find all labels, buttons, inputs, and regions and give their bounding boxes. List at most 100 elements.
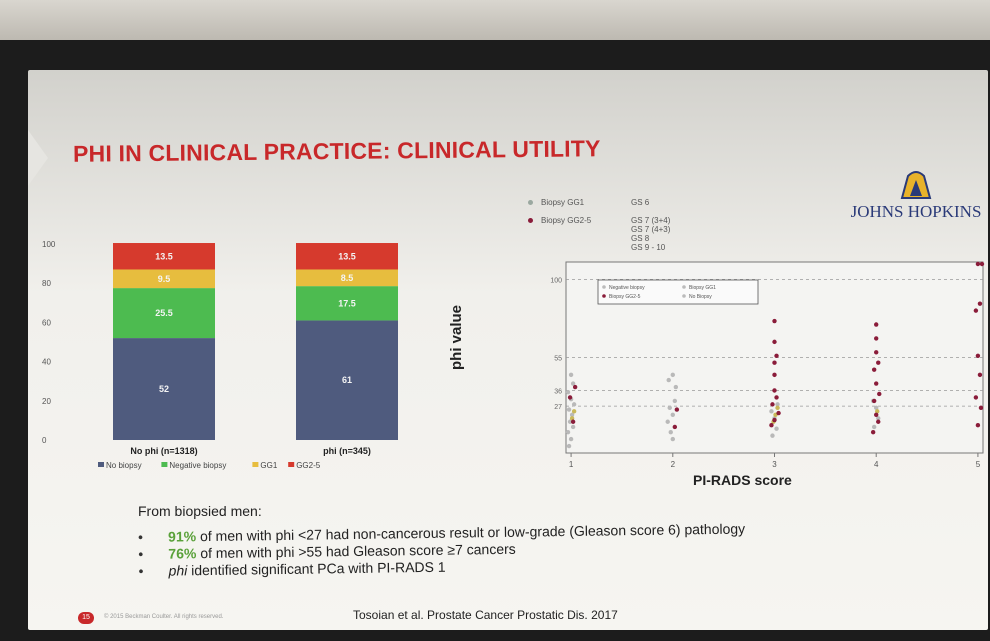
scatter-point: [874, 381, 879, 386]
data-label: 8.5: [341, 273, 354, 283]
scatter-point: [876, 360, 881, 365]
reference-line-label: 100: [550, 277, 562, 284]
gleason-score-label: GS 9 - 10: [631, 243, 666, 252]
bar-segment: [113, 269, 215, 289]
scatter-point: [570, 419, 576, 424]
scatter-point: [570, 424, 576, 430]
scatter-point: [975, 261, 981, 267]
bar-segment: [113, 288, 215, 339]
scatter-point: [975, 423, 981, 428]
legend-label: GG1: [260, 461, 277, 470]
y-tick-label: 60: [42, 318, 51, 327]
legend-swatch: [288, 462, 295, 467]
scatter-point: [568, 436, 574, 442]
gleason-legend-row: Biopsy GG2-5 GS 7 (3+4) GS 7 (4+3) GS 8 GS 9…: [528, 216, 670, 252]
data-label: 61: [342, 375, 352, 385]
legend-label: Negative biopsy: [169, 461, 226, 470]
scatter-point: [772, 318, 777, 324]
legend-swatch: [252, 462, 259, 467]
scatter-point: [571, 409, 577, 414]
reference-line-label: 27: [554, 404, 562, 411]
scatter-point: [770, 433, 775, 438]
scatter-point: [566, 407, 572, 412]
scatter-point: [775, 405, 780, 411]
scatter-point: [772, 372, 777, 378]
data-label: 13.5: [338, 251, 356, 261]
scatter-point: [874, 336, 879, 341]
scatter-legend-swatch: [682, 294, 686, 298]
scatter-point: [670, 436, 675, 442]
scatter-point: [874, 412, 879, 417]
x-category-label: No phi (n=1318): [130, 446, 197, 456]
scatter-legend-swatch: [682, 285, 686, 289]
scatter-point: [774, 426, 779, 431]
scatter-point: [772, 388, 777, 393]
legend-swatch: [98, 462, 104, 467]
legend-swatch: [528, 218, 533, 224]
slide: PHI IN CLINICAL PRACTICE: CLINICAL UTILI…: [28, 70, 988, 630]
slide-footer: 15 © 2015 Beckman Coulter. All rights re…: [78, 608, 978, 630]
finding-highlight: 91%: [167, 528, 197, 545]
legend-swatch: [161, 462, 168, 467]
scatter-legend-label: Biopsy GG2-5: [609, 294, 641, 300]
scatter-point: [672, 398, 678, 404]
bar-chart-svg: 0 20 40 60 80 100 52 25.5 9.5 13.5 No phi (n=1318)…: [42, 240, 398, 470]
scatter-legend-box: [597, 279, 759, 305]
legend-label: No biopsy: [106, 461, 142, 470]
scatter-point: [871, 398, 877, 404]
scatter-legend-label: Negative biopsy: [609, 285, 645, 291]
scatter-point: [770, 402, 775, 407]
data-label: 9.5: [158, 274, 171, 284]
scatter-point: [774, 353, 779, 358]
finding-text: identified significant PCa with PI-RADS …: [187, 558, 446, 579]
x-tick-label: 1: [569, 460, 574, 469]
findings-intro: From biopsied men:: [138, 503, 262, 519]
scatter-point: [667, 405, 672, 411]
citation-text: Tosoian et al. Prostate Cancer Prostatic…: [353, 608, 618, 622]
bar-segment: [296, 286, 398, 321]
scatter-point: [877, 391, 882, 397]
johns-hopkins-logo: JOHNS HOPKINS: [846, 166, 986, 226]
legend-swatch: [528, 200, 533, 206]
slide-decoration: [28, 130, 48, 186]
scatter-point: [567, 395, 573, 400]
scatter-point: [565, 429, 571, 435]
scatter-point: [772, 417, 777, 423]
scatter-point: [776, 410, 781, 416]
bar-segment: [296, 269, 398, 287]
scatter-legend-label: No Biopsy: [689, 294, 712, 300]
y-tick-label: 40: [42, 358, 51, 367]
scatter-point: [570, 381, 576, 386]
scatter-point: [973, 395, 979, 400]
x-tick-label: 4: [874, 460, 879, 469]
scatter-point: [670, 412, 675, 417]
scatter-point: [772, 360, 777, 365]
scatter-point: [672, 424, 678, 430]
scatter-chart-svg: 27 36 55 100 1 2 3 4 5 Negative biopsy Biopsy GG1 B…: [550, 261, 985, 469]
scatter-legend-swatch: [602, 285, 606, 289]
gleason-legend-row: Biopsy GG1 GS 6: [528, 198, 649, 207]
scatter-point: [769, 423, 774, 428]
gleason-group-label: Biopsy GG2-5: [541, 216, 592, 225]
gleason-score-label: GS 8: [631, 234, 650, 243]
scatter-point: [775, 402, 780, 407]
data-label: 13.5: [155, 251, 173, 261]
bar-segment: [296, 320, 398, 440]
scatter-point: [871, 424, 877, 430]
scatter-point: [978, 405, 984, 411]
scatter-point: [769, 409, 774, 414]
scatter-point: [568, 372, 574, 378]
scatter-point: [977, 372, 983, 378]
scatter-legend-label: Biopsy GG1: [689, 285, 716, 291]
scatter-point: [874, 405, 879, 411]
reference-line-label: 36: [554, 388, 562, 395]
x-tick-label: 5: [976, 460, 981, 469]
scatter-xlabel: PI-RADS score: [693, 472, 792, 488]
gleason-legend: Biopsy GG1 GS 6 Biopsy GG2-5 GS 7 (3+4) GS …: [528, 198, 798, 256]
gleason-score-label: GS 7 (4+3): [631, 225, 671, 234]
x-tick-label: 2: [671, 460, 676, 469]
scatter-point: [565, 390, 571, 395]
scatter-point: [569, 416, 575, 421]
shield-icon: [900, 171, 932, 199]
y-tick-label: 0: [42, 436, 47, 445]
